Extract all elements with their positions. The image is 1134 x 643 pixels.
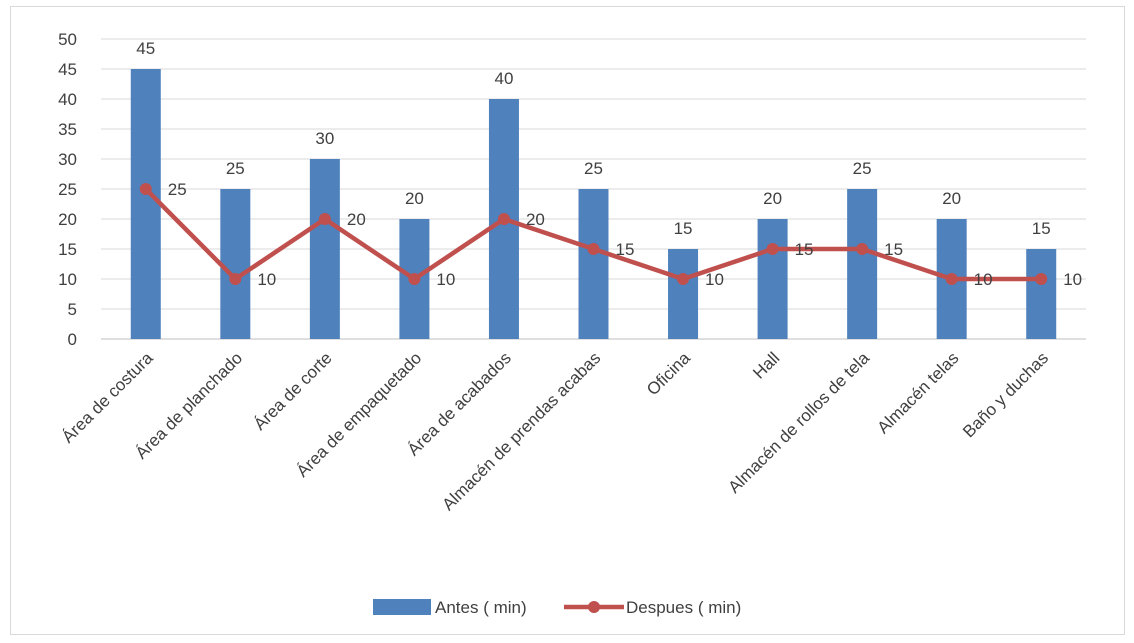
- y-tick-label: 45: [58, 60, 77, 79]
- point-despues-5: [497, 213, 510, 225]
- bar-data-label: 20: [763, 189, 782, 208]
- line-data-label: 15: [616, 240, 635, 259]
- y-tick-label: 50: [58, 30, 77, 49]
- bar-antes-11: [1026, 249, 1057, 339]
- bar-antes-7: [668, 249, 699, 339]
- legend-label-despues: Despues ( min): [626, 598, 741, 617]
- x-category-label: Oficina: [643, 348, 694, 399]
- bar-data-label: 20: [942, 189, 961, 208]
- point-despues-3: [318, 213, 331, 225]
- line-data-label: 15: [795, 240, 814, 259]
- y-tick-label: 20: [58, 210, 77, 229]
- bar-antes-8: [757, 219, 788, 339]
- x-category-label: Hall: [749, 348, 783, 382]
- bar-data-label: 25: [584, 159, 603, 178]
- bar-antes-1: [130, 69, 161, 339]
- bar-antes-2: [220, 189, 251, 339]
- bar-data-label: 30: [315, 129, 334, 148]
- legend-swatch-antes: [373, 599, 431, 615]
- line-data-label: 10: [974, 270, 993, 289]
- bar-data-label: 15: [674, 219, 693, 238]
- bar-data-label: 15: [1032, 219, 1051, 238]
- line-data-label: 10: [436, 270, 455, 289]
- y-tick-label: 5: [68, 300, 77, 319]
- x-category-label: Almacén de prendas acabas: [439, 348, 605, 514]
- point-despues-7: [677, 273, 690, 285]
- point-despues-4: [408, 273, 421, 285]
- legend-swatch-despues-marker: [588, 601, 600, 613]
- point-despues-11: [1035, 273, 1048, 285]
- bar-antes-6: [578, 189, 609, 339]
- bar-data-label: 40: [494, 69, 513, 88]
- y-tick-label: 25: [58, 180, 77, 199]
- point-despues-10: [945, 273, 958, 285]
- line-data-label: 25: [168, 180, 187, 199]
- x-category-label: Almacén telas: [874, 348, 963, 437]
- bar-data-label: 25: [226, 159, 245, 178]
- line-data-label: 20: [526, 210, 545, 229]
- line-data-label: 20: [347, 210, 366, 229]
- line-data-label: 10: [1063, 270, 1082, 289]
- combo-chart: 0 5 10 15 20 25 30 35 40 45 50 45 25 30 20 40 25 15 20 25 20…: [58, 30, 1086, 617]
- legend-label-antes: Antes ( min): [435, 598, 527, 617]
- point-despues-8: [766, 243, 779, 255]
- bar-data-label: 25: [853, 159, 872, 178]
- y-tick-label: 40: [58, 90, 77, 109]
- point-despues-9: [856, 243, 869, 255]
- bar-antes-9: [847, 189, 878, 339]
- y-tick-label: 15: [58, 240, 77, 259]
- chart-frame: 0 5 10 15 20 25 30 35 40 45 50 45 25 30 20 40 25 15 20 25 20…: [10, 6, 1125, 635]
- x-category-label: Área de corte: [250, 348, 336, 434]
- line-data-label: 10: [705, 270, 724, 289]
- x-category-label: Área de costura: [58, 348, 157, 447]
- bar-data-label: 45: [136, 39, 155, 58]
- x-category-label: Baño y duchas: [959, 348, 1052, 441]
- point-despues-1: [139, 183, 152, 195]
- line-data-label: 15: [884, 240, 903, 259]
- bar-antes-3: [309, 159, 340, 339]
- y-tick-label: 35: [58, 120, 77, 139]
- y-tick-label: 10: [58, 270, 77, 289]
- point-despues-6: [587, 243, 600, 255]
- y-tick-label: 30: [58, 150, 77, 169]
- line-data-label: 10: [257, 270, 276, 289]
- y-tick-label: 0: [68, 330, 77, 349]
- x-category-label: Almacén de rollos de tela: [725, 348, 874, 497]
- point-despues-2: [229, 273, 242, 285]
- bar-data-label: 20: [405, 189, 424, 208]
